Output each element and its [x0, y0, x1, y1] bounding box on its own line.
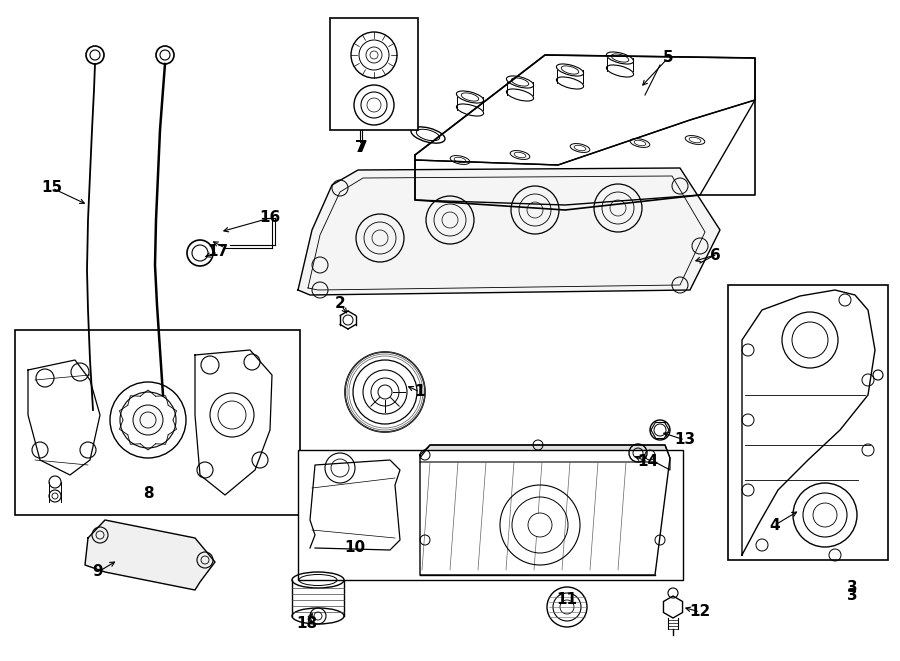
Bar [330, 18, 418, 130]
Text: 15: 15 [41, 180, 63, 196]
Polygon shape [195, 350, 272, 495]
Text: 3: 3 [847, 580, 858, 596]
Circle shape [560, 600, 574, 614]
Text: 14: 14 [637, 455, 659, 469]
Polygon shape [415, 55, 755, 165]
Bar [728, 285, 888, 560]
Text: 13: 13 [674, 432, 696, 447]
Text: 17: 17 [207, 245, 229, 260]
Text: 2: 2 [335, 297, 346, 311]
Text: 7: 7 [356, 141, 367, 155]
Bar [298, 450, 683, 580]
Text: 7: 7 [355, 141, 365, 155]
Text: 8: 8 [143, 485, 153, 500]
Text: 9: 9 [93, 564, 104, 580]
Circle shape [133, 405, 163, 435]
Text: 5: 5 [662, 50, 673, 65]
Polygon shape [420, 445, 670, 470]
Text: 12: 12 [689, 605, 711, 619]
Text: 3: 3 [847, 588, 858, 602]
Circle shape [378, 385, 392, 399]
Polygon shape [85, 520, 215, 590]
Polygon shape [310, 460, 400, 550]
Text: 18: 18 [296, 617, 318, 631]
Polygon shape [415, 100, 755, 205]
Text: 4: 4 [770, 518, 780, 533]
Polygon shape [28, 360, 100, 475]
Circle shape [49, 490, 61, 502]
Circle shape [49, 476, 61, 488]
Polygon shape [298, 168, 720, 295]
Text: 10: 10 [345, 541, 365, 555]
Text: 1: 1 [415, 385, 425, 399]
Text: 11: 11 [556, 592, 578, 607]
Text: 6: 6 [709, 247, 720, 262]
Circle shape [366, 47, 382, 63]
Circle shape [528, 513, 552, 537]
Polygon shape [742, 290, 875, 555]
Text: 16: 16 [259, 210, 281, 225]
Polygon shape [415, 55, 755, 210]
Bar [15, 330, 300, 515]
Polygon shape [420, 445, 670, 575]
